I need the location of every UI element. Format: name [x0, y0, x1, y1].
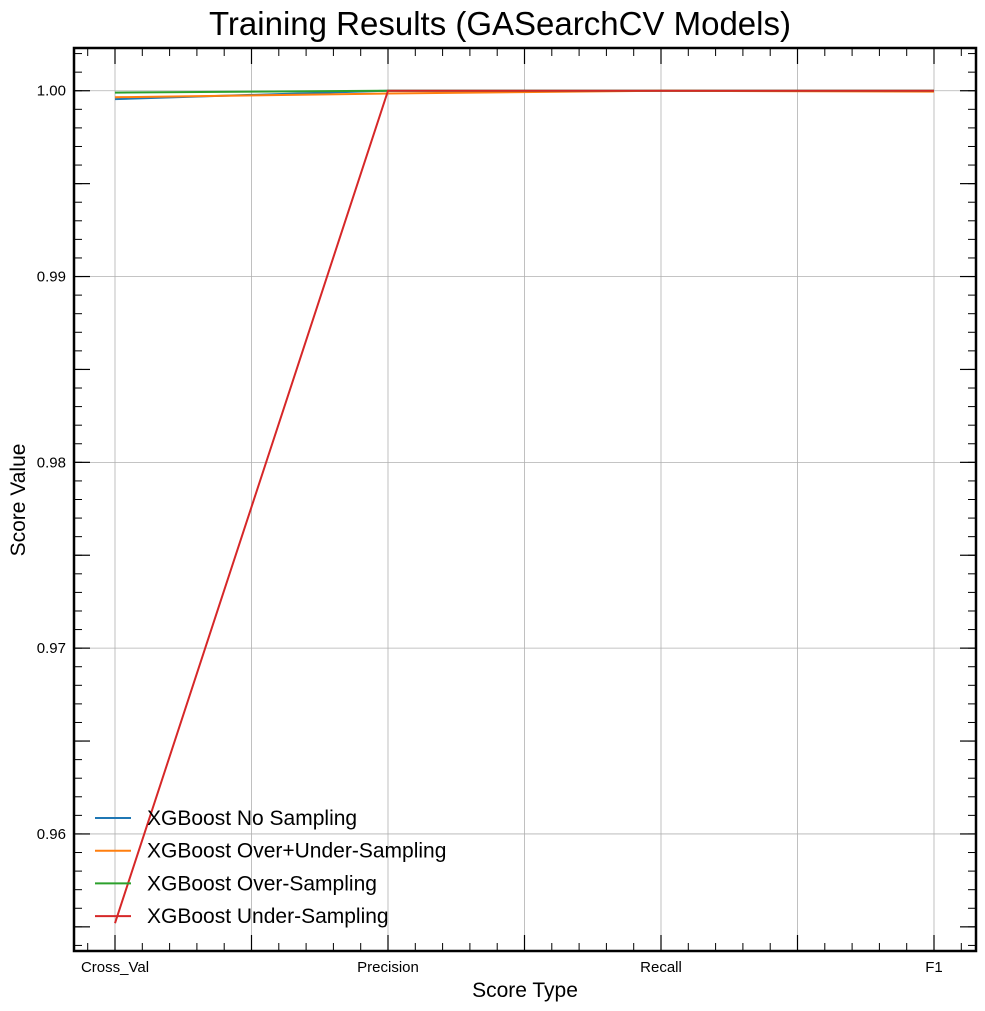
- series-line: [114, 89, 934, 924]
- y-tick-label: 0.96: [37, 826, 66, 843]
- legend-label: XGBoost Over-Sampling: [147, 872, 377, 895]
- legend-label: XGBoost Under-Sampling: [147, 905, 389, 928]
- x-tick-label: Recall: [640, 959, 682, 976]
- y-tick-labels: 0.96 0.97 0.98 0.99 1.00: [37, 83, 66, 843]
- legend-label: XGBoost Over+Under-Sampling: [147, 840, 446, 863]
- grid-lines: [74, 48, 976, 951]
- y-tick-label: 0.97: [37, 640, 66, 657]
- x-tick-label: Precision: [357, 959, 419, 976]
- axis-ticks: [74, 48, 976, 951]
- y-tick-label: 0.99: [37, 269, 66, 286]
- x-tick-labels: Cross_Val Precision Recall F1: [81, 959, 943, 976]
- chart-title: Training Results (GASearchCV Models): [209, 5, 791, 42]
- series-lines: [114, 89, 935, 924]
- legend-label: XGBoost No Sampling: [147, 807, 357, 830]
- x-tick-label: Cross_Val: [81, 959, 149, 976]
- plot-frame: [72, 46, 978, 953]
- x-axis-label: Score Type: [472, 979, 578, 1002]
- legend: XGBoost No Sampling XGBoost Over+Under-Sa…: [95, 807, 446, 928]
- y-tick-label: 1.00: [37, 83, 66, 100]
- x-tick-label: F1: [925, 959, 943, 976]
- y-tick-label: 0.98: [37, 454, 66, 471]
- y-axis-label: Score Value: [7, 444, 30, 557]
